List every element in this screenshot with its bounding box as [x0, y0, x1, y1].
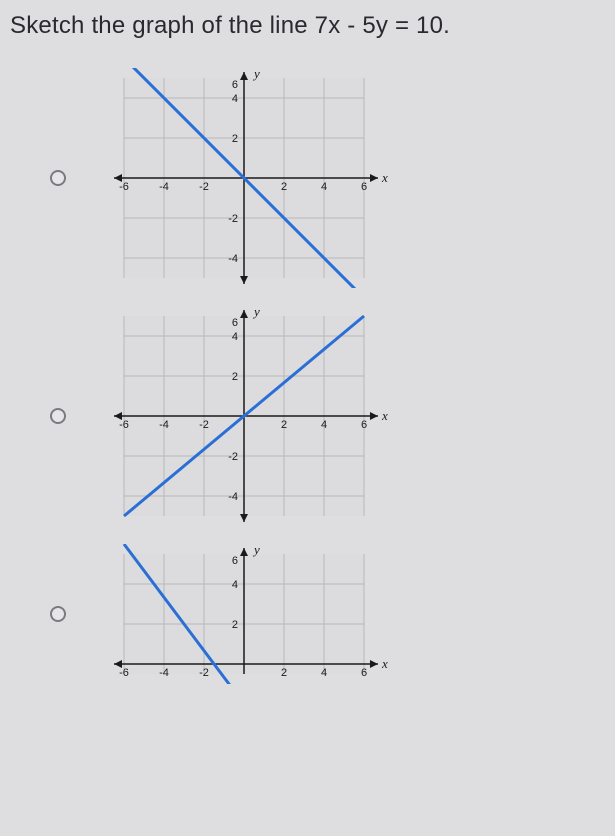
svg-text:-2: -2 — [199, 667, 209, 679]
radio-button[interactable] — [50, 170, 66, 186]
question-page: Sketch the graph of the line 7x - 5y = 1… — [0, 0, 615, 836]
svg-text:-2: -2 — [228, 451, 238, 463]
svg-text:-4: -4 — [228, 253, 238, 265]
svg-text:4: 4 — [321, 419, 327, 431]
svg-text:6: 6 — [361, 667, 367, 679]
svg-text:y: y — [252, 68, 260, 81]
svg-text:-6: -6 — [119, 667, 129, 679]
option-row: -6 -4 -2 2 4 6 -4 -2 2 4 y x 6 — [50, 306, 605, 526]
svg-text:6: 6 — [232, 79, 238, 91]
svg-text:4: 4 — [232, 93, 238, 105]
svg-text:-2: -2 — [228, 213, 238, 225]
svg-text:6: 6 — [361, 419, 367, 431]
svg-text:-4: -4 — [228, 491, 238, 503]
svg-text:x: x — [381, 408, 388, 423]
svg-text:4: 4 — [232, 579, 238, 591]
radio-button[interactable] — [50, 408, 66, 424]
svg-text:-2: -2 — [199, 419, 209, 431]
svg-text:4: 4 — [232, 331, 238, 343]
radio-button[interactable] — [50, 606, 66, 622]
option-row: -6 -4 -2 2 4 6 -4 -2 2 4 y x 6 — [50, 68, 605, 288]
graph-option[interactable]: -6 -4 -2 2 4 6 -4 -2 2 4 y x 6 — [94, 68, 394, 288]
svg-text:-4: -4 — [159, 419, 169, 431]
svg-text:-2: -2 — [199, 181, 209, 193]
graph-option[interactable]: -6 -4 -2 2 4 6 2 4 y x 6 — [94, 544, 394, 684]
svg-text:2: 2 — [232, 619, 238, 631]
svg-text:-4: -4 — [159, 667, 169, 679]
svg-text:4: 4 — [321, 181, 327, 193]
question-text: Sketch the graph of the line 7x - 5y = 1… — [10, 12, 605, 40]
svg-text:y: y — [252, 544, 260, 557]
svg-text:-6: -6 — [119, 181, 129, 193]
svg-text:2: 2 — [232, 371, 238, 383]
svg-text:6: 6 — [232, 555, 238, 567]
svg-text:6: 6 — [361, 181, 367, 193]
svg-text:-6: -6 — [119, 419, 129, 431]
svg-text:4: 4 — [321, 667, 327, 679]
svg-text:2: 2 — [281, 181, 287, 193]
svg-text:2: 2 — [281, 667, 287, 679]
svg-text:-4: -4 — [159, 181, 169, 193]
svg-text:6: 6 — [232, 317, 238, 329]
svg-text:y: y — [252, 306, 260, 319]
options-container: -6 -4 -2 2 4 6 -4 -2 2 4 y x 6 -6 -4 -2 2 4 6 -4 -2 2 4 y x 6 -6 -4… — [10, 68, 605, 684]
svg-text:x: x — [381, 170, 388, 185]
svg-text:x: x — [381, 656, 388, 671]
option-row: -6 -4 -2 2 4 6 2 4 y x 6 — [50, 544, 605, 684]
graph-option[interactable]: -6 -4 -2 2 4 6 -4 -2 2 4 y x 6 — [94, 306, 394, 526]
svg-text:2: 2 — [232, 133, 238, 145]
svg-text:2: 2 — [281, 419, 287, 431]
